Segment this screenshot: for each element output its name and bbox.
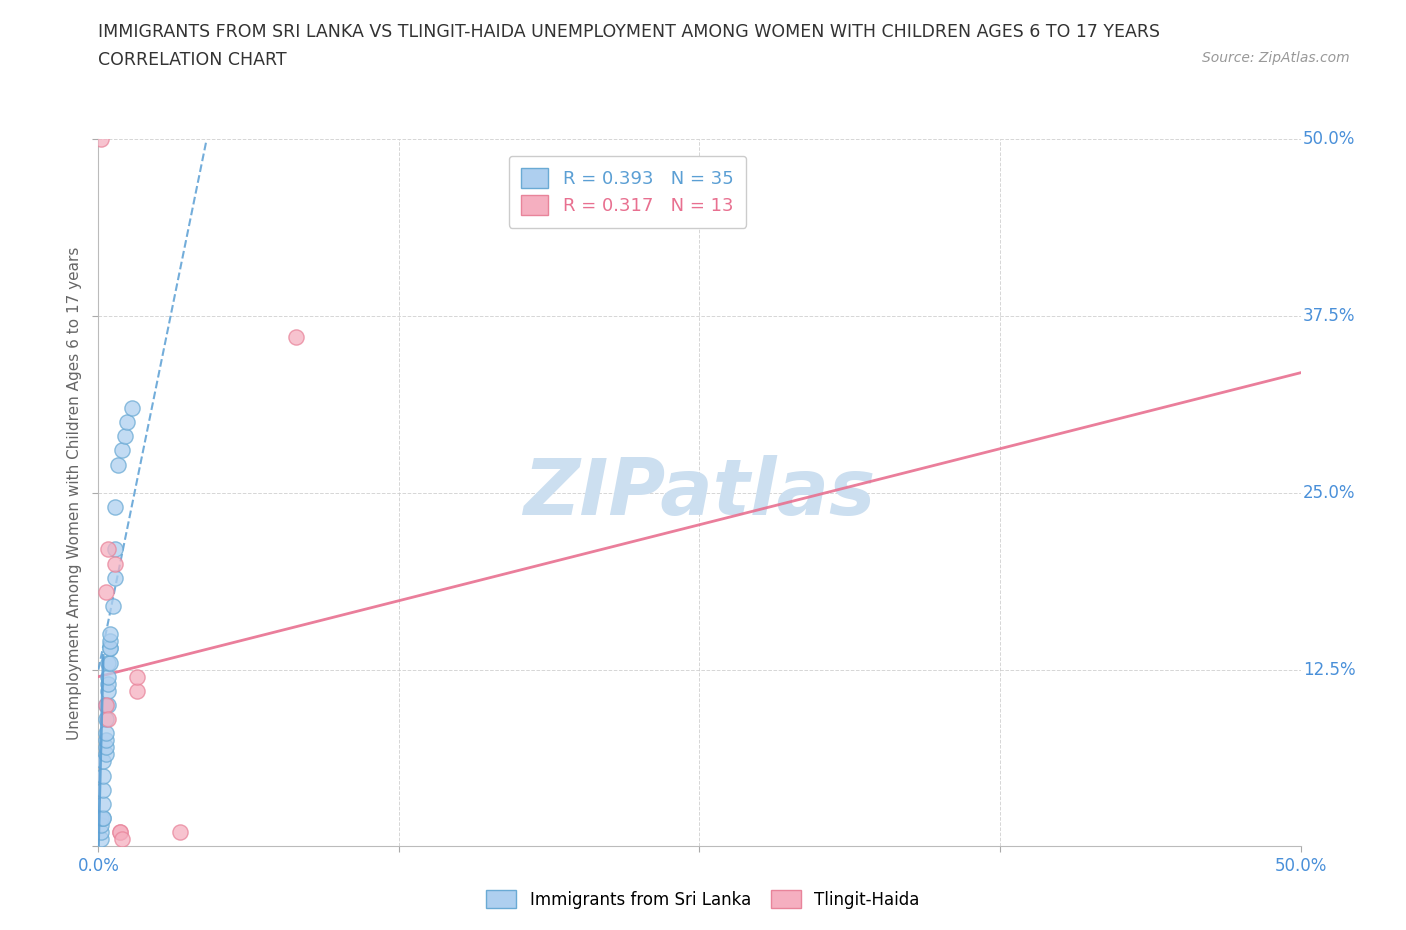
Point — [125, 684, 148, 698]
Point — [91, 796, 114, 811]
Point — [90, 132, 112, 147]
Point — [284, 330, 307, 345]
Point — [104, 556, 127, 571]
Legend: R = 0.393   N = 35, R = 0.317   N = 13: R = 0.393 N = 35, R = 0.317 N = 13 — [509, 155, 747, 228]
Text: CORRELATION CHART: CORRELATION CHART — [98, 51, 287, 69]
Point — [97, 670, 120, 684]
Point — [111, 443, 134, 458]
Point — [94, 740, 117, 755]
Point — [94, 747, 117, 762]
Point — [91, 811, 114, 826]
Point — [90, 817, 112, 832]
Point — [94, 698, 117, 712]
Point — [108, 825, 131, 840]
Point — [90, 811, 112, 826]
Point — [91, 754, 114, 769]
Point — [121, 401, 143, 416]
Point — [97, 684, 120, 698]
Point — [100, 641, 122, 656]
Point — [91, 811, 114, 826]
Y-axis label: Unemployment Among Women with Children Ages 6 to 17 years: Unemployment Among Women with Children A… — [66, 246, 82, 739]
Point — [104, 499, 127, 514]
Point — [94, 733, 117, 748]
Point — [111, 831, 134, 846]
Point — [100, 641, 122, 656]
Point — [169, 825, 191, 840]
Point — [100, 655, 122, 670]
Point — [104, 542, 127, 557]
Point — [100, 634, 122, 649]
Point — [97, 676, 120, 691]
Point — [90, 825, 112, 840]
Legend: Immigrants from Sri Lanka, Tlingit-Haida: Immigrants from Sri Lanka, Tlingit-Haida — [478, 882, 928, 917]
Point — [94, 584, 117, 599]
Point — [91, 768, 114, 783]
Point — [90, 831, 112, 846]
Point — [107, 458, 129, 472]
Point — [114, 429, 136, 444]
Point — [125, 670, 148, 684]
Point — [91, 782, 114, 797]
Point — [104, 570, 127, 585]
Point — [101, 599, 124, 614]
Point — [108, 825, 131, 840]
Text: 37.5%: 37.5% — [1303, 307, 1355, 326]
Text: Source: ZipAtlas.com: Source: ZipAtlas.com — [1202, 51, 1350, 65]
Point — [100, 627, 122, 642]
Point — [117, 415, 139, 430]
Text: 50.0%: 50.0% — [1303, 130, 1355, 149]
Point — [94, 725, 117, 740]
Point — [97, 655, 120, 670]
Point — [94, 698, 117, 712]
Point — [97, 711, 120, 726]
Text: 12.5%: 12.5% — [1303, 660, 1355, 679]
Text: 25.0%: 25.0% — [1303, 484, 1355, 502]
Text: ZIPatlas: ZIPatlas — [523, 455, 876, 531]
Text: IMMIGRANTS FROM SRI LANKA VS TLINGIT-HAIDA UNEMPLOYMENT AMONG WOMEN WITH CHILDRE: IMMIGRANTS FROM SRI LANKA VS TLINGIT-HAI… — [98, 23, 1160, 41]
Point — [97, 698, 120, 712]
Point — [97, 542, 120, 557]
Point — [94, 711, 117, 726]
